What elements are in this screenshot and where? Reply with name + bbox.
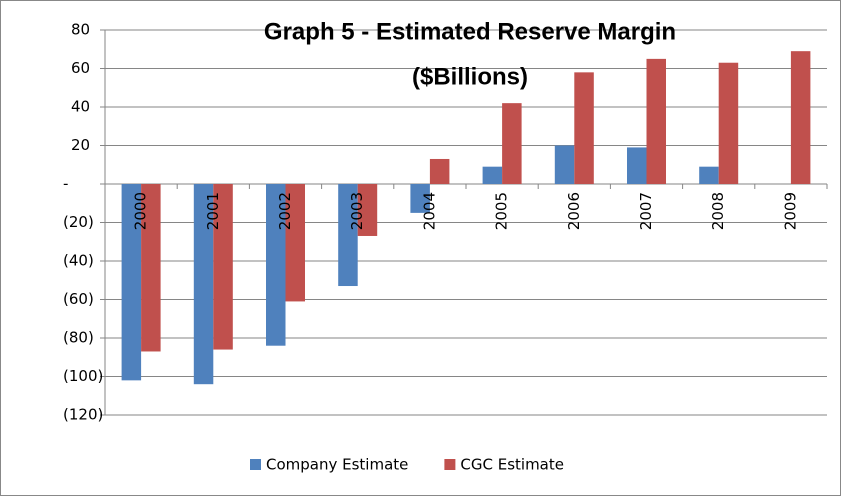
x-tick-label: 2007: [637, 192, 655, 230]
y-tick-label: (80): [63, 329, 94, 347]
legend-swatch: [250, 459, 261, 470]
y-tick-label: 20: [71, 136, 90, 154]
bar: [429, 158, 450, 184]
y-tick-label: (100): [63, 367, 103, 385]
legend-swatch: [444, 459, 456, 470]
chart-title: ($Billions): [412, 63, 528, 90]
bar: [502, 103, 522, 184]
y-tick-label: -: [63, 175, 68, 193]
bar: [357, 184, 378, 236]
x-tick-label: 2008: [709, 192, 727, 230]
y-tick-label: 40: [71, 98, 90, 116]
bar: [141, 184, 161, 352]
x-tick-label: 2001: [204, 192, 222, 230]
bar: [646, 58, 666, 184]
bar: [410, 184, 430, 213]
legend-label: CGC Estimate: [460, 456, 564, 474]
bar: [574, 72, 594, 184]
y-tick-label: (20): [63, 213, 94, 231]
bar: [482, 166, 503, 184]
x-tick-label: 2009: [781, 192, 799, 230]
bar: [627, 147, 647, 184]
bar: [699, 166, 719, 184]
x-tick-label: 2000: [132, 192, 150, 230]
y-tick-label: (120): [63, 406, 103, 424]
x-tick-label: 2003: [348, 192, 366, 230]
bar: [338, 184, 358, 287]
bar: [121, 184, 142, 381]
y-tick-label: 60: [71, 59, 90, 77]
bar: [213, 184, 233, 350]
y-tick-label: (60): [63, 290, 94, 308]
x-tick-label: 2004: [420, 192, 438, 230]
x-tick-label: 2005: [493, 192, 511, 230]
x-tick-label: 2002: [276, 192, 294, 230]
bar: [266, 184, 286, 346]
bar: [193, 184, 214, 385]
y-tick-label: 80: [71, 21, 90, 39]
chart-title: Graph 5 - Estimated Reserve Margin: [264, 18, 676, 45]
bar: [285, 184, 305, 302]
bar: [554, 145, 575, 184]
bar: [718, 62, 739, 184]
x-tick-label: 2006: [565, 192, 583, 230]
y-tick-label: (40): [63, 252, 94, 270]
bar: [790, 51, 811, 184]
legend-label: Company Estimate: [266, 456, 408, 474]
